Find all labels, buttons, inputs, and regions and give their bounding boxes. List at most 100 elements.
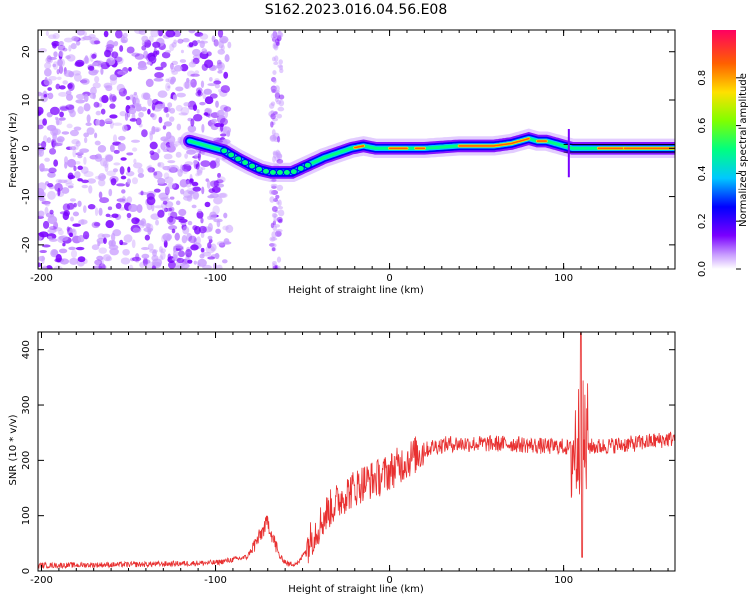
noise-blob [157, 177, 166, 185]
noise-blob [120, 257, 131, 265]
noise-blob [71, 70, 82, 76]
noise-blob [45, 30, 49, 37]
noise-blob [53, 265, 63, 269]
snr-plot-area [38, 332, 675, 571]
noise-blob [109, 144, 115, 153]
colorbar: 0.0 0.2 0.4 0.6 0.8 Normalized spectral ampl… [697, 30, 749, 277]
noise-blob [203, 112, 209, 116]
noise-blob [108, 244, 119, 250]
noise-blob [131, 256, 142, 262]
noise-blob [109, 103, 116, 109]
noise-blob [199, 40, 205, 49]
ridge-blob [282, 168, 291, 176]
noise-blob [141, 45, 147, 51]
noise-blob [38, 255, 46, 262]
noise-blob [207, 242, 212, 249]
noise-blob [61, 131, 70, 135]
noise-blob [91, 40, 95, 45]
noise-blob [38, 106, 44, 116]
snr-xlabel: Height of straight line (km) [288, 584, 424, 595]
noise-blob [131, 217, 140, 225]
noise-blob [87, 204, 96, 210]
noise-blob [63, 210, 70, 217]
noise-blob [276, 265, 281, 269]
ridge-blob [261, 167, 270, 175]
noise-blob [270, 121, 274, 128]
noise-blob [224, 110, 229, 118]
noise-blob [135, 117, 142, 126]
noise-blob [94, 132, 98, 139]
noise-blob [137, 173, 145, 178]
noise-blob [61, 187, 70, 194]
noise-blob [125, 96, 131, 101]
snr-ytick-label: 400 [21, 340, 32, 359]
noise-blob [67, 185, 74, 189]
noise-blob [105, 85, 113, 92]
noise-blob [57, 187, 61, 197]
noise-blob [41, 197, 46, 202]
noise-blob [207, 256, 216, 260]
noise-blob [145, 78, 154, 88]
noise-blob [73, 73, 82, 82]
noise-blob [190, 73, 200, 77]
noise-blob [216, 64, 223, 69]
noise-blob [276, 135, 281, 143]
noise-blob [44, 62, 52, 70]
noise-blob [77, 151, 84, 155]
noise-blob [183, 81, 192, 90]
snr-ytick-label: 200 [21, 451, 32, 470]
noise-blob [44, 206, 49, 215]
noise-blob [57, 229, 64, 236]
noise-blob [184, 153, 189, 159]
noise-blob [149, 56, 156, 62]
noise-blob [132, 162, 143, 169]
noise-blob [42, 118, 48, 126]
noise-blob [211, 118, 218, 124]
noise-blob [168, 206, 175, 212]
noise-blob [188, 61, 196, 68]
noise-blob [141, 92, 149, 100]
noise-blob [45, 56, 54, 64]
noise-blob [57, 59, 63, 67]
noise-blob [59, 111, 64, 118]
noise-blob [105, 213, 111, 218]
snr-panel: -200 -100 0 100 0 100 200 300 400 Height of stra… [8, 331, 676, 595]
noise-blob [80, 78, 90, 85]
noise-blob [63, 37, 74, 43]
noise-blob [48, 226, 57, 230]
noise-blob [63, 179, 73, 185]
noise-blob [157, 209, 165, 218]
noise-blob [221, 259, 228, 264]
noise-blob [65, 93, 74, 101]
noise-blob [160, 61, 167, 68]
colorbar-ticks: 0.0 0.2 0.4 0.6 0.8 [697, 70, 741, 277]
noise-blob [122, 124, 128, 132]
noise-blob [188, 42, 194, 48]
noise-blob [147, 167, 155, 173]
noise-blob [199, 253, 205, 259]
noise-blob [104, 49, 112, 58]
noise-blob [100, 67, 104, 75]
noise-blob [161, 51, 171, 59]
noise-blob [77, 106, 84, 115]
noise-blob [199, 33, 209, 40]
noise-blob [94, 259, 103, 266]
noise-blob [49, 106, 60, 116]
noise-blob [68, 71, 75, 78]
noise-blob [184, 81, 190, 89]
noise-blob [100, 174, 107, 180]
noise-blob [216, 264, 223, 269]
noise-blob [98, 191, 103, 199]
noise-blob [106, 170, 116, 177]
noise-blob [116, 83, 125, 93]
noise-blob [208, 76, 213, 82]
noise-blob [272, 70, 277, 75]
noise-blob [58, 248, 68, 254]
noise-blob [190, 78, 197, 88]
noise-blob [62, 242, 66, 247]
noise-blob [153, 77, 164, 82]
noise-blob [216, 109, 225, 118]
noise-blob [48, 167, 57, 174]
noise-blob [192, 57, 200, 65]
noise-blob [155, 103, 166, 109]
